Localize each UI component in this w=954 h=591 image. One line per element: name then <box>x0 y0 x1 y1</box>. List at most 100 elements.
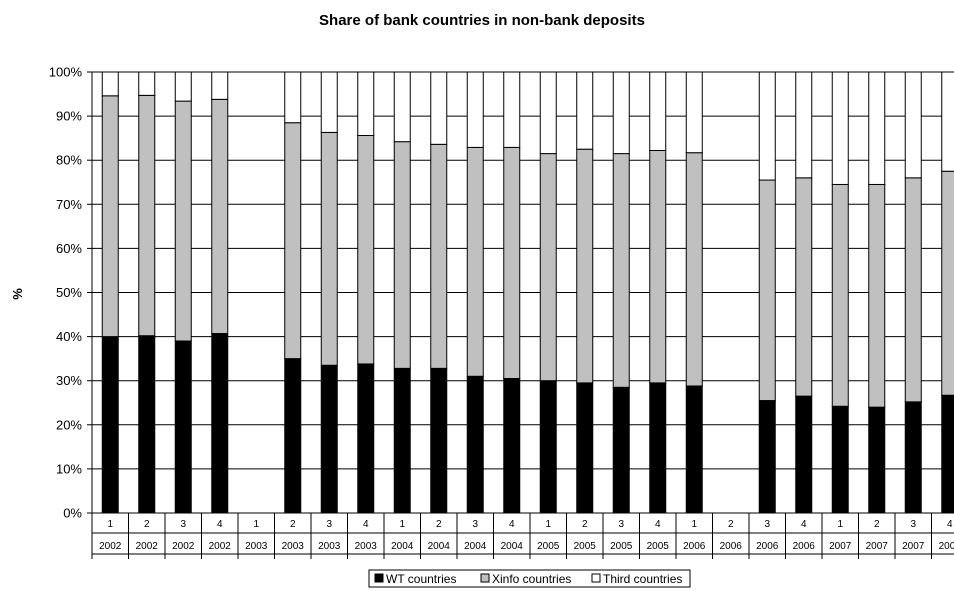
bar-wt-countries <box>430 367 448 514</box>
x-tick-label-quarter: 1 <box>399 519 405 530</box>
x-tick-label-year: 2005 <box>574 541 597 552</box>
bar-third-countries <box>174 71 192 102</box>
bar-third-countries <box>831 71 849 185</box>
x-tick-label-quarter: 2 <box>144 519 150 530</box>
x-tick-label-quarter: 4 <box>801 519 807 530</box>
bar-third-countries <box>941 71 954 172</box>
bar-third-countries <box>795 71 813 179</box>
x-tick-label-quarter: 1 <box>837 519 843 530</box>
x-tick-label-year: 2002 <box>172 541 195 552</box>
bar-wt-countries <box>357 363 375 514</box>
x-tick-label-quarter: 3 <box>764 519 770 530</box>
bar-wt-countries <box>539 380 557 514</box>
x-tick-label-year: 2004 <box>391 541 414 552</box>
x-tick-label-year: 2003 <box>245 541 268 552</box>
bar-wt-countries <box>211 333 229 514</box>
bar-xinfo-countries <box>795 177 813 397</box>
legend-label: Xinfo countries <box>492 572 571 586</box>
bar-third-countries <box>612 71 630 155</box>
x-tick-label-year: 2004 <box>501 541 524 552</box>
bars <box>101 71 954 514</box>
bar-wt-countries <box>503 377 521 514</box>
x-tick-label-year: 2005 <box>647 541 670 552</box>
bar-third-countries <box>649 71 667 151</box>
x-tick-label-year: 2006 <box>720 541 743 552</box>
chart-title: Share of bank countries in non-bank depo… <box>319 12 645 29</box>
x-tick-label-year: 2002 <box>136 541 159 552</box>
bar-xinfo-countries <box>284 122 302 360</box>
bar-wt-countries <box>904 401 922 514</box>
x-tick-label-year: 2007 <box>939 541 954 552</box>
x-tick-label-year: 2002 <box>209 541 232 552</box>
bar-wt-countries <box>101 336 119 514</box>
bar-xinfo-countries <box>685 152 703 387</box>
bar-wt-countries <box>868 406 886 514</box>
x-tick-label-quarter: 2 <box>874 519 880 530</box>
x-tick-label-quarter: 3 <box>326 519 332 530</box>
bar-wt-countries <box>284 358 302 514</box>
bar-xinfo-countries <box>868 183 886 408</box>
bar-wt-countries <box>685 385 703 514</box>
x-tick-label-quarter: 2 <box>436 519 442 530</box>
y-tick-label: 30% <box>56 373 82 388</box>
bar-xinfo-countries <box>503 146 521 379</box>
y-tick-label: 90% <box>56 109 82 124</box>
legend-label: WT countries <box>386 572 456 586</box>
x-tick-label-quarter: 2 <box>290 519 296 530</box>
y-tick-label: 20% <box>56 417 82 432</box>
bar-third-countries <box>357 71 375 137</box>
legend-swatch-xinfo-countries <box>480 573 490 583</box>
legend: WT countries Xinfo countries Third countri… <box>368 569 691 588</box>
bar-xinfo-countries <box>393 141 411 369</box>
bar-wt-countries <box>649 382 667 514</box>
x-tick-label-year: 2003 <box>355 541 378 552</box>
x-tick-label-quarter: 3 <box>618 519 624 530</box>
bar-wt-countries <box>320 364 338 514</box>
bar-xinfo-countries <box>101 95 119 338</box>
y-tick-label: 100% <box>49 65 83 80</box>
x-tick-label-year: 2005 <box>610 541 633 552</box>
bar-xinfo-countries <box>649 149 667 384</box>
y-tick-labels: 0% 10% 20% 30% 40% 50% 60% 70% 80% 90% 100% <box>49 65 83 521</box>
bar-xinfo-countries <box>576 148 594 384</box>
x-tick-label-quarter: 3 <box>910 519 916 530</box>
x-tick-label-year: 2006 <box>756 541 779 552</box>
y-tick-label: 70% <box>56 197 82 212</box>
bar-third-countries <box>393 71 411 143</box>
bar-xinfo-countries <box>174 100 192 342</box>
x-tick-label-quarter: 1 <box>691 519 697 530</box>
bar-wt-countries <box>466 375 484 514</box>
x-tick-label-quarter: 4 <box>363 519 369 530</box>
y-axis-label: % <box>10 288 25 300</box>
bar-xinfo-countries <box>357 135 375 365</box>
bar-third-countries <box>284 71 302 124</box>
bar-wt-countries <box>795 395 813 514</box>
y-tick-label: 10% <box>56 461 82 476</box>
x-tick-label-quarter: 4 <box>947 519 953 530</box>
legend-box <box>368 569 691 588</box>
bar-third-countries <box>101 71 119 97</box>
x-tick-label-quarter: 4 <box>217 519 223 530</box>
y-tick-label: 0% <box>63 506 82 521</box>
bar-xinfo-countries <box>466 146 484 377</box>
legend-label: Third countries <box>603 572 682 586</box>
bar-wt-countries <box>758 400 776 514</box>
bar-xinfo-countries <box>211 98 229 335</box>
x-tick-label-year: 2006 <box>683 541 706 552</box>
x-tick-label-year: 2007 <box>902 541 925 552</box>
x-tick-label-quarter: 2 <box>728 519 734 530</box>
bar-third-countries <box>904 71 922 179</box>
bar-xinfo-countries <box>320 131 338 366</box>
bar-xinfo-countries <box>758 179 776 402</box>
bar-third-countries <box>211 71 229 100</box>
x-tick-label-quarter: 4 <box>655 519 661 530</box>
bar-xinfo-countries <box>138 94 156 337</box>
bar-wt-countries <box>576 382 594 514</box>
x-tick-label-year: 2003 <box>318 541 341 552</box>
bar-wt-countries <box>831 405 849 514</box>
y-tick-label: 40% <box>56 329 82 344</box>
bar-xinfo-countries <box>539 153 557 382</box>
x-tick-label-quarter: 1 <box>107 519 113 530</box>
x-tick-label-year: 2007 <box>829 541 852 552</box>
